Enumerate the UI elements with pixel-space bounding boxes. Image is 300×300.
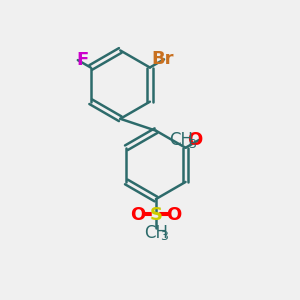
Text: 3: 3 (188, 138, 196, 151)
Text: O: O (130, 206, 146, 224)
Text: S: S (149, 206, 162, 224)
Text: F: F (76, 51, 88, 69)
Text: Br: Br (151, 50, 174, 68)
Text: O: O (166, 206, 182, 224)
Text: O: O (187, 130, 202, 148)
Text: 3: 3 (160, 230, 168, 243)
Text: CH: CH (144, 224, 168, 242)
Text: CH: CH (169, 130, 193, 148)
